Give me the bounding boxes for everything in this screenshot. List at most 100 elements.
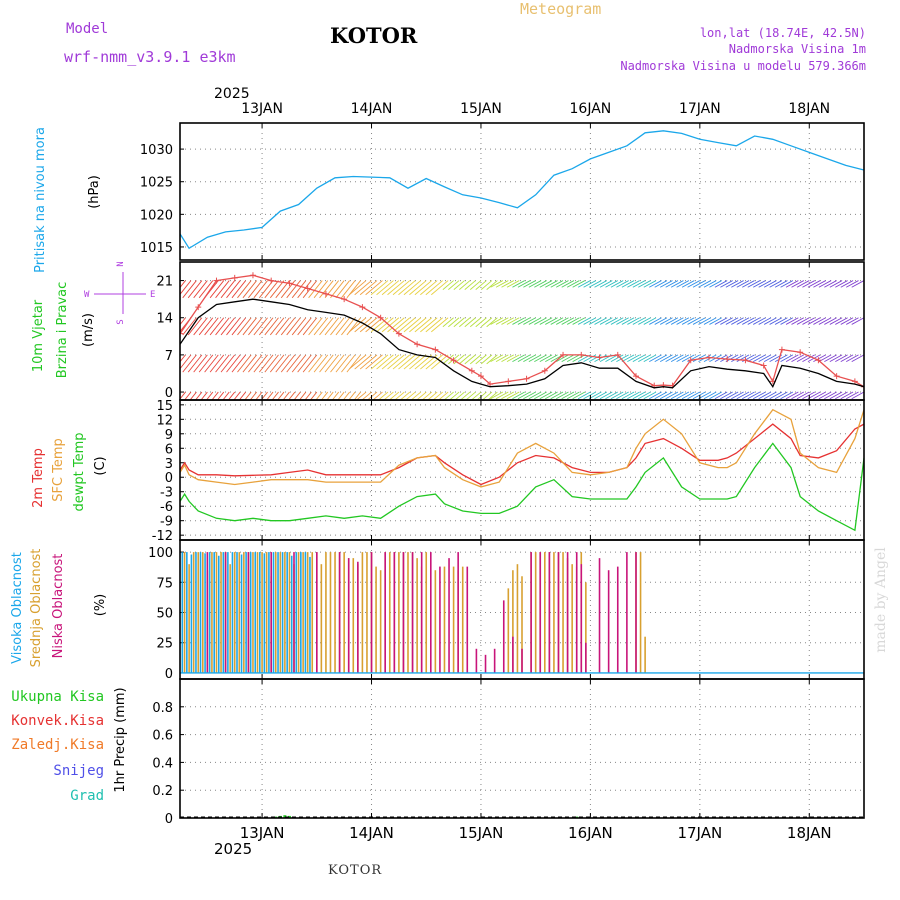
wind-barb: [659, 391, 673, 400]
wind-barb: [409, 280, 427, 296]
wind-barb: [594, 391, 608, 400]
wind-barb: [222, 391, 230, 400]
wind-barb: [459, 280, 471, 290]
precip-ylabel: 1hr Precip (mm): [113, 687, 128, 792]
sfc-temp-line: [180, 408, 864, 488]
wind-barb: [308, 280, 323, 299]
wind-barb: [791, 354, 805, 362]
wind-barb: [763, 280, 777, 288]
wind-barb: [280, 280, 296, 299]
wind-barb: [211, 391, 219, 400]
wind-barb: [365, 280, 383, 296]
wind-barb: [387, 317, 405, 333]
wind-legend-east: E: [150, 290, 155, 300]
wind-barb: [275, 354, 290, 373]
wind-barb: [829, 391, 843, 400]
wind-barb: [632, 391, 646, 400]
wind-barb: [534, 391, 547, 400]
wind-barb: [627, 354, 640, 362]
wind-barb: [796, 317, 810, 325]
wind-barb: [807, 280, 821, 288]
wind-barb: [280, 317, 296, 336]
wind-barb: [280, 354, 296, 373]
wind-barb: [687, 280, 701, 288]
wind-barb: [556, 280, 569, 288]
wind-barb: [220, 280, 236, 299]
bottom-date-axis: 13JAN 14JAN 15JAN 16JAN 17JAN 18JAN: [240, 824, 832, 842]
wind-barb: [437, 391, 449, 400]
wind-barb: [432, 391, 443, 400]
y-tick-label: 0.4: [152, 756, 173, 771]
wind-barb: [796, 280, 810, 288]
wind-barb: [649, 317, 662, 325]
station-title: KOTOR: [330, 23, 418, 48]
wind-barb: [561, 354, 575, 362]
temp2m-line: [180, 423, 864, 486]
wind-panel: 0 7 14 21: [156, 261, 865, 401]
wind-barb: [588, 280, 602, 288]
wind-barb: [736, 391, 750, 400]
wind-barb: [365, 317, 383, 333]
wind-barb: [824, 317, 837, 325]
wind-barb: [286, 317, 301, 336]
wind-barb: [291, 354, 307, 373]
wind-barb: [627, 280, 640, 288]
y-tick-label: 0: [165, 667, 173, 682]
wind-barb: [796, 354, 810, 362]
wind-barb: [692, 354, 706, 362]
gust-marker: [505, 378, 512, 385]
wind-barb: [753, 354, 766, 362]
wind-barb: [237, 354, 252, 373]
wind-barb: [785, 280, 799, 288]
wind-barb: [313, 317, 329, 336]
wind-barb: [354, 317, 372, 333]
wind-barb: [330, 280, 345, 299]
wind-barb: [731, 317, 744, 325]
wind-barb: [180, 280, 186, 289]
gust-marker: [249, 272, 256, 279]
wind-barb: [835, 280, 848, 288]
top-date-axis: 13JAN 14JAN 15JAN 16JAN 17JAN 18JAN: [241, 101, 830, 117]
wind-barb: [763, 317, 777, 325]
cloud-ylabel-high: Visoka Oblacnost: [10, 552, 25, 664]
wind-barb: [204, 317, 219, 336]
wind-barb: [244, 391, 252, 400]
wind-barb: [180, 317, 186, 326]
wind-barb: [215, 354, 230, 373]
wind-barb: [813, 317, 826, 325]
wind-barb: [302, 317, 318, 336]
wind-barb: [506, 317, 520, 325]
gust-marker: [560, 351, 567, 358]
wind-barb: [394, 391, 405, 400]
gust-marker: [815, 357, 822, 364]
wind-barb: [643, 391, 657, 400]
wind-barb: [330, 354, 345, 373]
wind-barb: [725, 317, 739, 325]
cloud-panel: 0 25 50 75 100: [148, 539, 865, 682]
wind-barb: [226, 280, 241, 299]
wind-barb: [215, 280, 230, 299]
wind-barb: [376, 280, 394, 296]
wind-barb: [469, 354, 482, 365]
wind-barb: [187, 317, 203, 336]
wind-barb: [233, 391, 241, 400]
day-label-top: 13JAN: [241, 101, 283, 117]
y-tick-label: 12: [156, 413, 173, 428]
wind-barb: [643, 354, 657, 362]
wind-barb: [769, 391, 783, 400]
wind-barb: [572, 391, 586, 400]
gust-marker: [450, 357, 457, 364]
wind-barb: [610, 391, 624, 400]
y-tick-label: 75: [156, 576, 173, 591]
wind-barb: [758, 391, 772, 400]
y-tick-label: 25: [156, 637, 173, 652]
gust-marker: [195, 304, 202, 311]
wind-barb: [550, 317, 564, 325]
wind-barb: [420, 317, 438, 333]
wind-barb: [709, 391, 722, 400]
wind-barb: [692, 317, 706, 325]
wind-barb: [638, 280, 651, 288]
wind-barb: [736, 317, 750, 325]
wind-barb: [840, 280, 854, 288]
wind-barb: [539, 391, 553, 400]
